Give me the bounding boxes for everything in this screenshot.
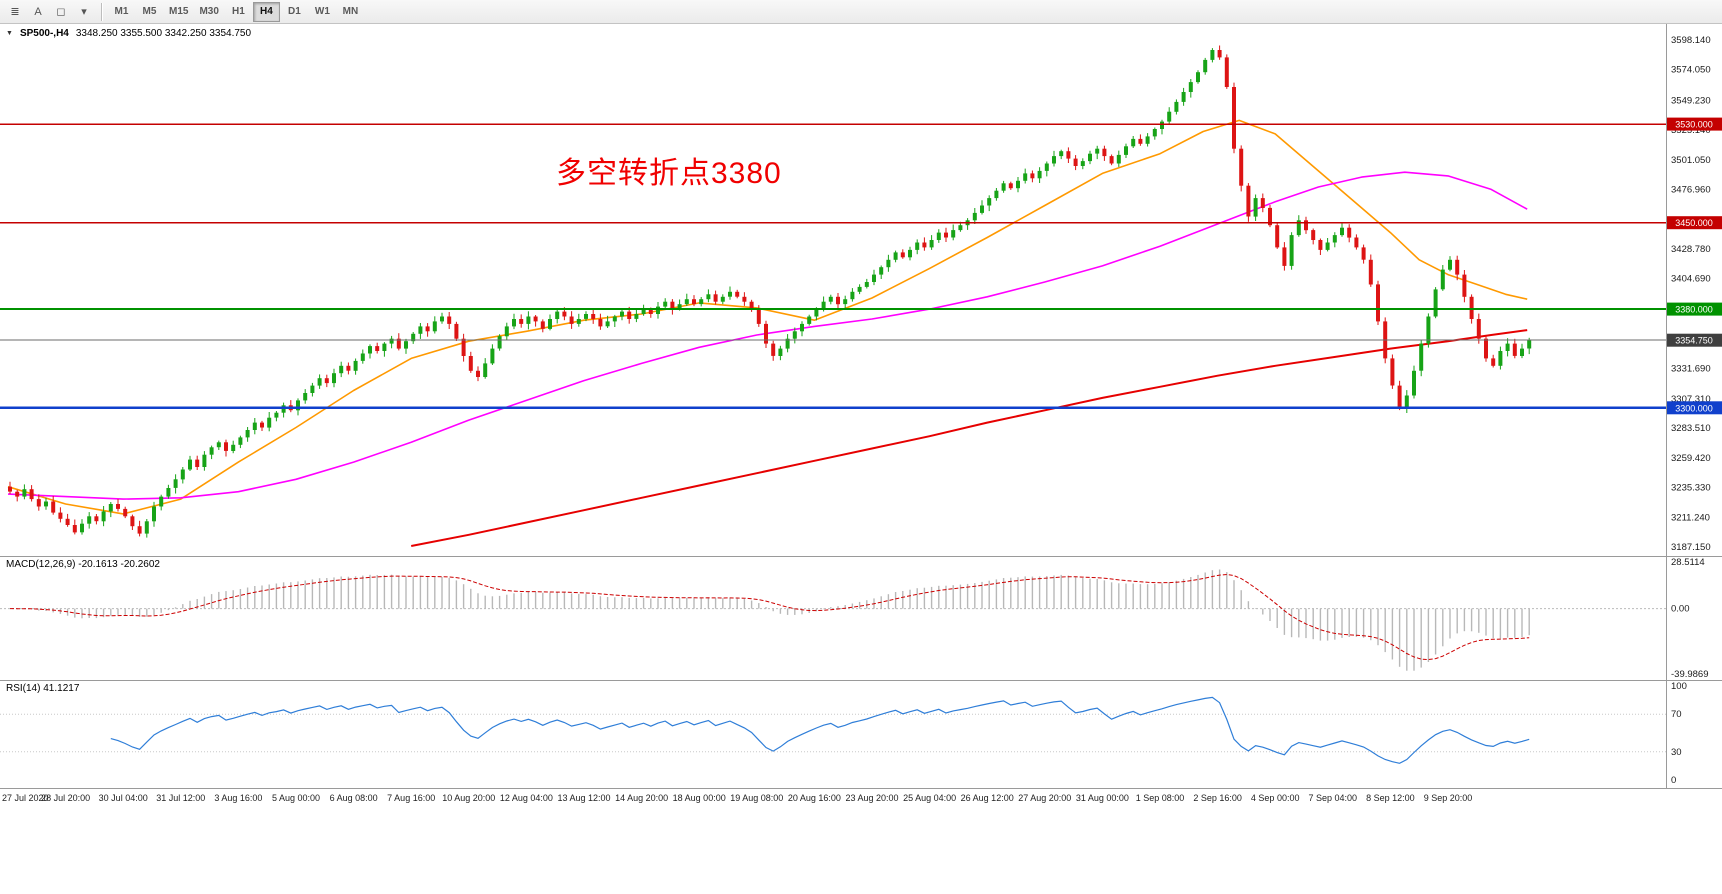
ma-lines-layer: [7, 119, 1528, 547]
svg-text:3259.420: 3259.420: [1671, 453, 1711, 464]
svg-text:3428.780: 3428.780: [1671, 244, 1711, 255]
shapes-tool-icon[interactable]: ◻: [50, 2, 72, 22]
svg-text:3300.000: 3300.000: [1675, 403, 1713, 413]
timeframe-m1[interactable]: M1: [108, 2, 135, 22]
svg-text:3530.000: 3530.000: [1675, 120, 1713, 130]
svg-text:3476.960: 3476.960: [1671, 185, 1711, 196]
svg-text:26 Aug 12:00: 26 Aug 12:00: [961, 793, 1014, 803]
svg-text:20 Aug 16:00: 20 Aug 16:00: [788, 793, 841, 803]
svg-text:7 Sep 04:00: 7 Sep 04:00: [1309, 793, 1358, 803]
price-axis[interactable]: 3598.140 3574.050 3549.230 3525.140 3501.050…: [1667, 35, 1722, 553]
svg-text:25 Aug 04:00: 25 Aug 04:00: [903, 793, 956, 803]
svg-text:4 Sep 00:00: 4 Sep 00:00: [1251, 793, 1300, 803]
svg-text:6 Aug 08:00: 6 Aug 08:00: [330, 793, 378, 803]
tool-buttons: ≣ A ◻ ▾: [4, 2, 95, 22]
chart-title: ▼ SP500-,H4 3348.250 3355.500 3342.250 3…: [6, 28, 251, 39]
svg-text:-39.9869: -39.9869: [1671, 669, 1709, 680]
timeframe-h4[interactable]: H4: [252, 1, 280, 22]
svg-text:3404.690: 3404.690: [1671, 274, 1711, 285]
ma-fast: [7, 119, 1528, 515]
macd-label: MACD(12,26,9) -20.1613 -20.2602: [6, 559, 160, 570]
rsi-label: RSI(14) 41.1217: [6, 683, 80, 694]
timeframe-d1[interactable]: D1: [281, 2, 308, 22]
svg-text:30 Jul 04:00: 30 Jul 04:00: [99, 793, 148, 803]
timeframe-m30[interactable]: M30: [194, 2, 223, 22]
timeframe-w1[interactable]: W1: [309, 2, 336, 22]
svg-text:100: 100: [1671, 681, 1687, 692]
svg-text:3525.140: 3525.140: [1671, 125, 1711, 136]
levels-layer[interactable]: [0, 123, 1666, 409]
svg-text:12 Aug 04:00: 12 Aug 04:00: [500, 793, 553, 803]
svg-text:3235.330: 3235.330: [1671, 483, 1711, 494]
top-toolbar: ≣ A ◻ ▾ M1 M5 M15 M30 H1 H4 D1 W1 MN: [0, 0, 1722, 24]
svg-text:3211.240: 3211.240: [1671, 512, 1710, 523]
svg-text:27 Aug 20:00: 27 Aug 20:00: [1018, 793, 1071, 803]
timeframe-m5[interactable]: M5: [136, 2, 163, 22]
macd-panel: 28.5114 0.00 -39.9869: [0, 557, 1709, 680]
svg-text:0.00: 0.00: [1671, 604, 1690, 615]
svg-text:28 Jul 20:00: 28 Jul 20:00: [41, 793, 90, 803]
timeframe-m15[interactable]: M15: [164, 2, 193, 22]
svg-text:9 Sep 20:00: 9 Sep 20:00: [1424, 793, 1473, 803]
svg-text:3380.000: 3380.000: [1675, 305, 1713, 315]
macd-histogram: [9, 569, 1530, 671]
svg-text:23 Aug 20:00: 23 Aug 20:00: [845, 793, 898, 803]
svg-text:18 Aug 00:00: 18 Aug 00:00: [673, 793, 726, 803]
svg-text:19 Aug 08:00: 19 Aug 08:00: [730, 793, 783, 803]
svg-text:27 Jul 2020: 27 Jul 2020: [2, 793, 49, 803]
svg-text:14 Aug 20:00: 14 Aug 20:00: [615, 793, 668, 803]
chart-list-icon[interactable]: ≣: [4, 2, 26, 22]
svg-text:1 Sep 08:00: 1 Sep 08:00: [1136, 793, 1185, 803]
candles-layer: [8, 45, 1532, 538]
collapse-icon[interactable]: ▼: [6, 30, 13, 37]
ma-slow: [411, 329, 1528, 547]
svg-text:3598.140: 3598.140: [1671, 35, 1711, 46]
svg-text:3 Aug 16:00: 3 Aug 16:00: [214, 793, 262, 803]
text-tool-icon[interactable]: A: [27, 2, 49, 22]
ohlc-values: 3348.250 3355.500 3342.250 3354.750: [75, 28, 252, 39]
symbol-period: SP500-,H4: [19, 28, 69, 39]
svg-text:3354.750: 3354.750: [1675, 336, 1713, 346]
svg-text:30: 30: [1671, 747, 1682, 758]
svg-text:3187.150: 3187.150: [1671, 542, 1711, 553]
svg-text:31 Jul 12:00: 31 Jul 12:00: [156, 793, 205, 803]
indicators-dropdown-icon[interactable]: ▾: [73, 2, 95, 22]
svg-text:3501.050: 3501.050: [1671, 155, 1711, 166]
svg-text:5 Aug 00:00: 5 Aug 00:00: [272, 793, 320, 803]
ma-mid: [7, 171, 1528, 500]
toolbar-separator: [101, 2, 102, 21]
svg-text:31 Aug 00:00: 31 Aug 00:00: [1076, 793, 1129, 803]
svg-text:3283.510: 3283.510: [1671, 423, 1711, 434]
timeframe-mn[interactable]: MN: [337, 2, 364, 22]
svg-text:3574.050: 3574.050: [1671, 65, 1711, 76]
rsi-line: [110, 696, 1530, 764]
svg-text:8 Sep 12:00: 8 Sep 12:00: [1366, 793, 1415, 803]
svg-text:2 Sep 16:00: 2 Sep 16:00: [1193, 793, 1242, 803]
chart-area[interactable]: 3598.140 3574.050 3549.230 3525.140 3501.050…: [0, 24, 1722, 894]
annotation-text: 多空转折点3380: [556, 157, 782, 190]
rsi-panel: 100 70 30 0: [0, 681, 1687, 786]
timeframe-buttons: M1 M5 M15 M30 H1 H4 D1 W1 MN: [108, 1, 364, 22]
timeframe-h1[interactable]: H1: [225, 2, 252, 22]
chart-canvas[interactable]: 3598.140 3574.050 3549.230 3525.140 3501.050…: [0, 24, 1722, 894]
svg-text:13 Aug 12:00: 13 Aug 12:00: [557, 793, 610, 803]
svg-text:3331.690: 3331.690: [1671, 364, 1711, 375]
svg-text:3450.000: 3450.000: [1675, 218, 1713, 228]
panel-borders: [0, 24, 1722, 789]
macd-signal-line: [9, 573, 1530, 661]
svg-text:0: 0: [1671, 775, 1676, 786]
svg-text:3307.310: 3307.310: [1671, 394, 1711, 405]
svg-text:7 Aug 16:00: 7 Aug 16:00: [387, 793, 435, 803]
svg-text:28.5114: 28.5114: [1671, 557, 1705, 568]
svg-text:3549.230: 3549.230: [1671, 95, 1711, 106]
svg-text:10 Aug 20:00: 10 Aug 20:00: [442, 793, 495, 803]
svg-text:70: 70: [1671, 709, 1682, 720]
